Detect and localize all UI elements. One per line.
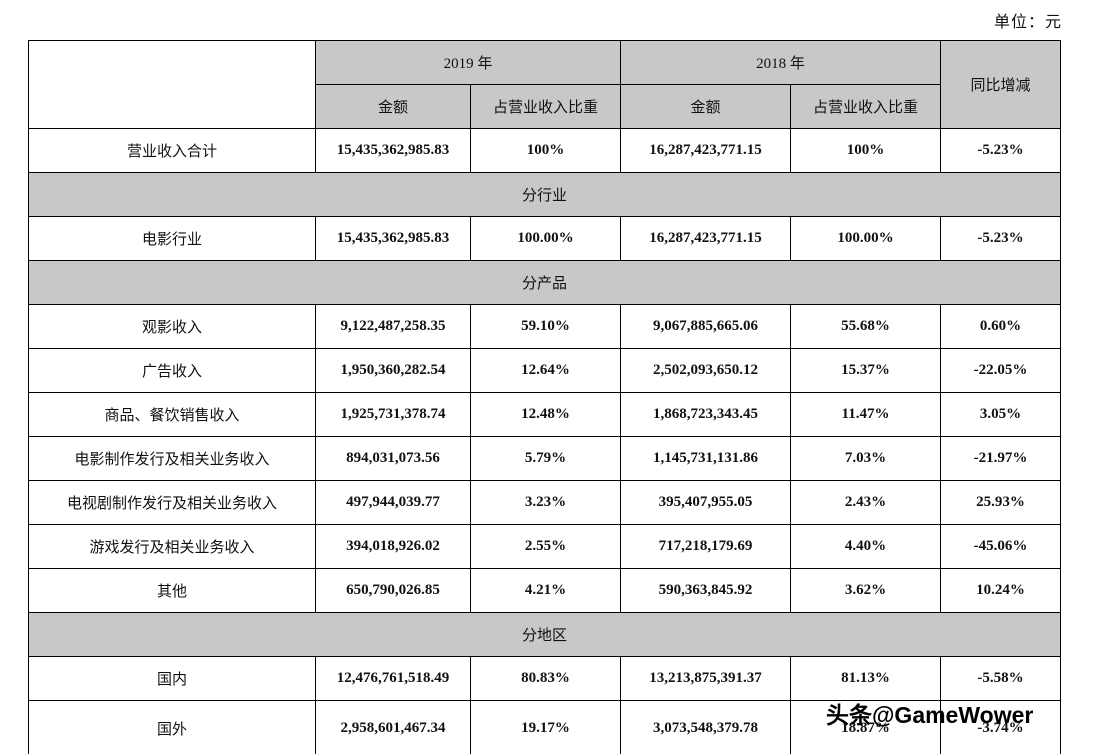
- cell-yoy: -5.23%: [940, 216, 1062, 261]
- cell-a2018: 2,502,093,650.12: [620, 348, 792, 393]
- cell-a2019: 15,435,362,985.83: [315, 128, 471, 173]
- unit-label: 单位：元: [993, 14, 1062, 31]
- cell-yoy: -5.23%: [940, 128, 1062, 173]
- cell-a2018: 9,067,885,665.06: [620, 304, 792, 349]
- cell-r2019: 12.64%: [469, 348, 622, 393]
- watermark: 头条@GameWower: [826, 702, 1034, 728]
- table-row: 营业收入合计 15,435,362,985.83 100% 16,287,423,77…: [28, 128, 1062, 173]
- header-row-years: 2019 年 2018 年 同比增减: [28, 40, 1062, 129]
- section-row: 分地区: [27, 612, 1062, 657]
- cell-r2018: 55.68%: [790, 304, 942, 349]
- cell-r2018: 11.47%: [790, 392, 942, 437]
- header-amount-2018: 金额: [620, 84, 792, 129]
- cell-r2019: 80.83%: [469, 656, 622, 701]
- table-row: 国内 12,476,761,518.49 80.83% 13,213,875,391.…: [28, 656, 1062, 701]
- cell-a2018: 1,145,731,131.86: [620, 436, 792, 481]
- corner-cell: [28, 40, 316, 129]
- cell-a2018: 16,287,423,771.15: [620, 216, 792, 261]
- cell-yoy: 25.93%: [940, 480, 1062, 525]
- row-label: 电影行业: [28, 216, 316, 261]
- cell-yoy: 0.60%: [940, 304, 1062, 349]
- row-label: 其他: [28, 568, 316, 613]
- table-row: 电影行业 15,435,362,985.83 100.00% 16,287,423,7…: [28, 216, 1062, 261]
- cell-r2019: 5.79%: [469, 436, 622, 481]
- cell-a2018: 717,218,179.69: [620, 524, 792, 569]
- header-yoy: 同比增减: [940, 40, 1062, 129]
- cell-r2019: 19.17%: [469, 700, 622, 754]
- cell-a2018: 13,213,875,391.37: [620, 656, 792, 701]
- cell-r2018: 81.13%: [790, 656, 942, 701]
- cell-a2019: 9,122,487,258.35: [315, 304, 471, 349]
- row-label: 游戏发行及相关业务收入: [28, 524, 316, 569]
- table-row: 其他 650,790,026.85 4.21% 590,363,845.92 3.62%…: [28, 568, 1062, 613]
- cell-a2019: 394,018,926.02: [315, 524, 471, 569]
- revenue-table: 2019 年 2018 年 同比增减 金额 占营业收入比重 金额 占营业收入比重…: [27, 40, 1062, 754]
- cell-r2019: 100.00%: [469, 216, 622, 261]
- cell-a2019: 1,950,360,282.54: [315, 348, 471, 393]
- cell-r2018: 3.62%: [790, 568, 942, 613]
- cell-yoy: -22.05%: [940, 348, 1062, 393]
- table-body: 营业收入合计 15,435,362,985.83 100% 16,287,423,77…: [27, 128, 1062, 754]
- row-label: 电影制作发行及相关业务收入: [28, 436, 316, 481]
- cell-a2019: 650,790,026.85: [315, 568, 471, 613]
- cell-r2019: 100%: [469, 128, 622, 173]
- cell-a2019: 2,958,601,467.34: [315, 700, 471, 754]
- cell-a2018: 590,363,845.92: [620, 568, 792, 613]
- section-header: 分产品: [27, 260, 1062, 305]
- cell-r2018: 100%: [790, 128, 942, 173]
- header-ratio-2019: 占营业收入比重: [469, 84, 622, 129]
- row-label: 国外: [28, 700, 316, 754]
- header-2018: 2018 年: [620, 40, 942, 85]
- cell-r2018: 7.03%: [790, 436, 942, 481]
- cell-a2018: 395,407,955.05: [620, 480, 792, 525]
- table-row: 广告收入 1,950,360,282.54 12.64% 2,502,093,650.…: [28, 348, 1062, 393]
- cell-yoy: -21.97%: [940, 436, 1062, 481]
- header-ratio-2018: 占营业收入比重: [790, 84, 942, 129]
- cell-r2019: 2.55%: [469, 524, 622, 569]
- cell-r2018: 100.00%: [790, 216, 942, 261]
- section-row: 分行业: [27, 172, 1062, 217]
- cell-r2019: 3.23%: [469, 480, 622, 525]
- table-row: 商品、餐饮销售收入 1,925,731,378.74 12.48% 1,868,723…: [28, 392, 1062, 437]
- row-label: 广告收入: [28, 348, 316, 393]
- cell-yoy: 3.05%: [940, 392, 1062, 437]
- cell-r2018: 4.40%: [790, 524, 942, 569]
- table-row: 电影制作发行及相关业务收入 894,031,073.56 5.79% 1,145,73…: [28, 436, 1062, 481]
- cell-r2019: 12.48%: [469, 392, 622, 437]
- cell-r2018: 2.43%: [790, 480, 942, 525]
- header-amount-2019: 金额: [315, 84, 471, 129]
- cell-a2019: 497,944,039.77: [315, 480, 471, 525]
- table-row: 观影收入 9,122,487,258.35 59.10% 9,067,885,665.…: [28, 304, 1062, 349]
- cell-r2018: 18.87%: [790, 700, 942, 754]
- row-label: 电视剧制作发行及相关业务收入: [28, 480, 316, 525]
- header-2019: 2019 年: [314, 40, 622, 85]
- row-label: 观影收入: [28, 304, 316, 349]
- cell-a2019: 1,925,731,378.74: [315, 392, 471, 437]
- cell-r2019: 4.21%: [469, 568, 622, 613]
- section-row: 分产品: [27, 260, 1062, 305]
- section-header: 分地区: [27, 612, 1062, 657]
- cell-a2019: 15,435,362,985.83: [315, 216, 471, 261]
- table-row: 游戏发行及相关业务收入 394,018,926.02 2.55% 717,218,17…: [28, 524, 1062, 569]
- row-label: 营业收入合计: [28, 128, 316, 173]
- cell-a2018: 16,287,423,771.15: [620, 128, 792, 173]
- cell-a2019: 894,031,073.56: [315, 436, 471, 481]
- row-label: 国内: [28, 656, 316, 701]
- header-row-measures: 金额 占营业收入比重 金额 占营业收入比重: [29, 84, 1061, 129]
- cell-r2019: 59.10%: [469, 304, 622, 349]
- row-label: 商品、餐饮销售收入: [28, 392, 316, 437]
- cell-r2018: 15.37%: [790, 348, 942, 393]
- table-row: 国外 2,958,601,467.34 19.17% 3,073,548,379.78…: [28, 700, 1062, 754]
- cell-yoy: -45.06%: [940, 524, 1062, 569]
- cell-yoy: 10.24%: [940, 568, 1062, 613]
- cell-yoy: -3.74%: [940, 700, 1062, 754]
- cell-yoy: -5.58%: [940, 656, 1062, 701]
- cell-a2018: 3,073,548,379.78: [620, 700, 792, 754]
- cell-a2019: 12,476,761,518.49: [315, 656, 471, 701]
- table-row: 电视剧制作发行及相关业务收入 497,944,039.77 3.23% 395,407…: [28, 480, 1062, 525]
- cell-a2018: 1,868,723,343.45: [620, 392, 792, 437]
- section-header: 分行业: [27, 172, 1062, 217]
